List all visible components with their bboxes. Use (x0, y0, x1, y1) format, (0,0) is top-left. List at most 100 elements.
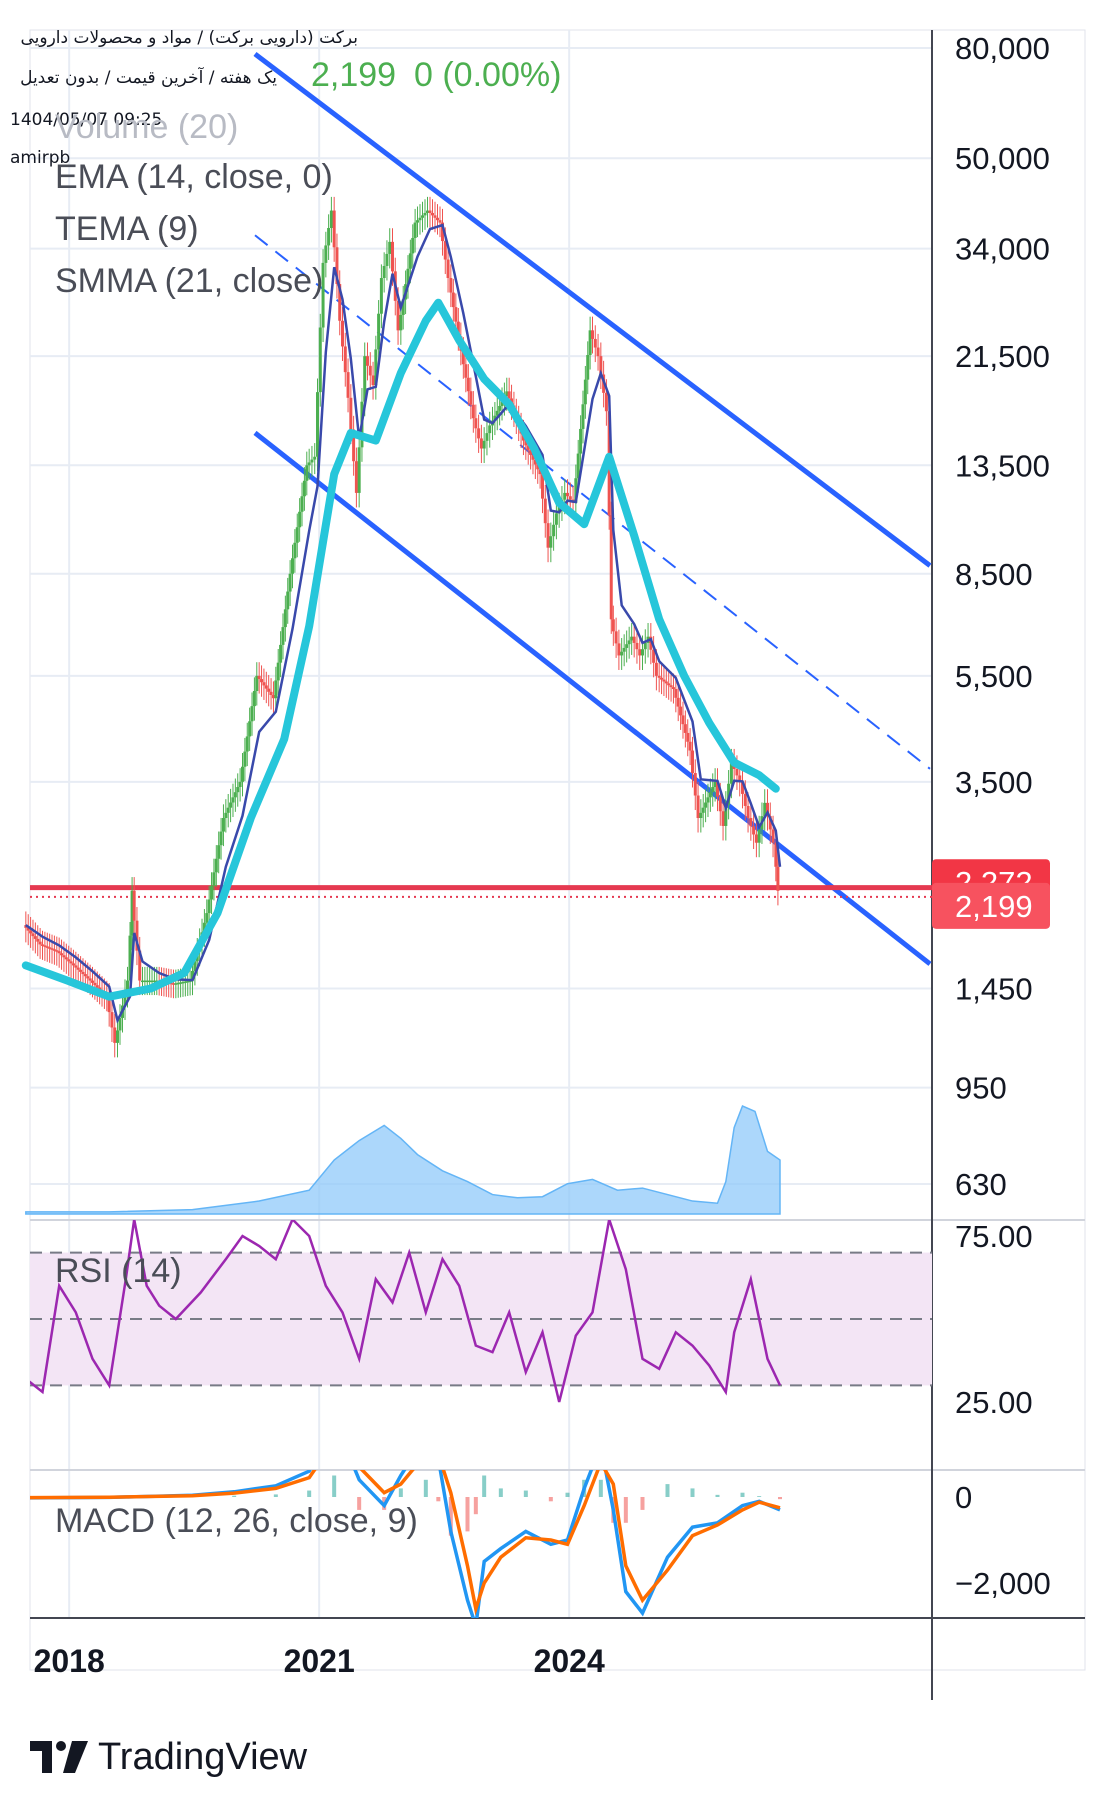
price-tick-label: 630 (955, 1167, 1007, 1202)
candle-body (31, 933, 34, 936)
candle-body (566, 493, 569, 496)
candle-body (464, 364, 467, 377)
candle-body (341, 321, 344, 347)
ema-legend[interactable]: EMA (14, close, 0) (55, 158, 333, 197)
candle-body (477, 428, 480, 438)
macd-histogram-bar (666, 1484, 670, 1497)
candle-body (431, 213, 434, 215)
candle-body (474, 418, 477, 428)
candle-body (569, 496, 572, 499)
candle-body (555, 513, 558, 524)
macd-histogram-bar (691, 1488, 695, 1497)
macd-histogram-bar (466, 1497, 470, 1531)
candle-body (113, 1027, 116, 1042)
macd-histogram-bar (274, 1494, 278, 1497)
candle-body (281, 627, 284, 645)
candle-body (289, 574, 292, 592)
candle-body (293, 543, 296, 558)
candle-body (749, 818, 752, 826)
candle-body (260, 679, 263, 682)
rsi-legend[interactable]: RSI (14) (55, 1252, 182, 1291)
candle-body (301, 496, 304, 511)
candle-body (660, 678, 663, 680)
macd-histogram-bar (499, 1488, 503, 1497)
macd-tick-label: −2,000 (955, 1566, 1051, 1601)
candle-body (615, 631, 618, 643)
volume-area (26, 1106, 780, 1214)
candle-body (262, 682, 265, 685)
candle-body (208, 900, 211, 914)
candle-body (96, 985, 99, 987)
candle-body (110, 1012, 113, 1027)
macd-histogram-bar (757, 1496, 761, 1497)
candle-body (248, 721, 251, 736)
candle-body (324, 245, 327, 262)
candle-body (665, 681, 668, 683)
candle-body (697, 796, 700, 818)
candle-body (416, 220, 419, 222)
price-tick-label: 8,500 (955, 557, 1033, 592)
candle-body (234, 792, 237, 797)
candle-body (383, 266, 386, 278)
candle-body (330, 211, 333, 228)
candle-body (625, 644, 628, 648)
time-tick-label: 2018 (34, 1643, 105, 1679)
candle-body (706, 797, 709, 802)
macd-histogram-bar (436, 1497, 440, 1501)
candle-body (594, 339, 597, 348)
candle-body (436, 218, 439, 220)
candle-body (711, 787, 714, 792)
candle-body (722, 811, 725, 826)
candle-body (419, 218, 422, 220)
candle-body (667, 683, 670, 685)
candle-body (253, 691, 256, 706)
price-tick-label: 34,000 (955, 232, 1050, 267)
candle-body (291, 558, 294, 573)
tradingview-logo-icon (30, 1741, 88, 1773)
candle-body (449, 278, 452, 293)
candle-body (434, 215, 437, 217)
macd-legend[interactable]: MACD (12, 26, close, 9) (55, 1502, 418, 1541)
candle-body (638, 649, 641, 655)
candle-body (670, 685, 673, 687)
candle-body (681, 715, 684, 724)
candle-body (672, 687, 675, 689)
candle-body (308, 462, 311, 465)
candle-body (89, 978, 92, 980)
smma-line (26, 303, 776, 997)
macd-histogram-bar (778, 1497, 782, 1499)
tema-legend[interactable]: TEMA (9) (55, 210, 199, 249)
candle-body (617, 643, 620, 655)
candle-body (633, 637, 636, 643)
tradingview-logo[interactable]: TradingView (30, 1727, 307, 1787)
candle-body (116, 1030, 119, 1042)
candle-body (265, 685, 268, 688)
candle-body (772, 829, 775, 842)
macd-histogram-bar (307, 1491, 311, 1497)
candle-body (385, 254, 388, 266)
candle-body (447, 260, 450, 278)
candle-body (70, 961, 73, 963)
candle-body (77, 968, 80, 970)
candle-body (709, 792, 712, 797)
chart-settings: یک هفته / آخرین قیمت / بدون تعدیل (20, 68, 277, 88)
candle-body (679, 707, 682, 716)
candle-body (547, 523, 550, 548)
macd-histogram-bar (524, 1491, 528, 1497)
volume-legend[interactable]: Volume (20) (55, 108, 238, 147)
macd-histogram-bar (741, 1493, 745, 1497)
candle-body (704, 803, 707, 808)
rsi-tick-label: 75.00 (955, 1219, 1033, 1254)
candle-body (34, 936, 37, 939)
candle-body (72, 963, 75, 965)
candle-body (251, 706, 254, 721)
smma-legend[interactable]: SMMA (21, close) (55, 262, 323, 301)
macd-histogram-bar (641, 1497, 645, 1510)
macd-histogram-bar (332, 1476, 336, 1498)
candle-body (215, 859, 218, 873)
candle-body (227, 808, 230, 813)
candle-body (93, 983, 96, 985)
price-badge-label: 2,199 (955, 889, 1033, 924)
candle-body (274, 680, 277, 698)
